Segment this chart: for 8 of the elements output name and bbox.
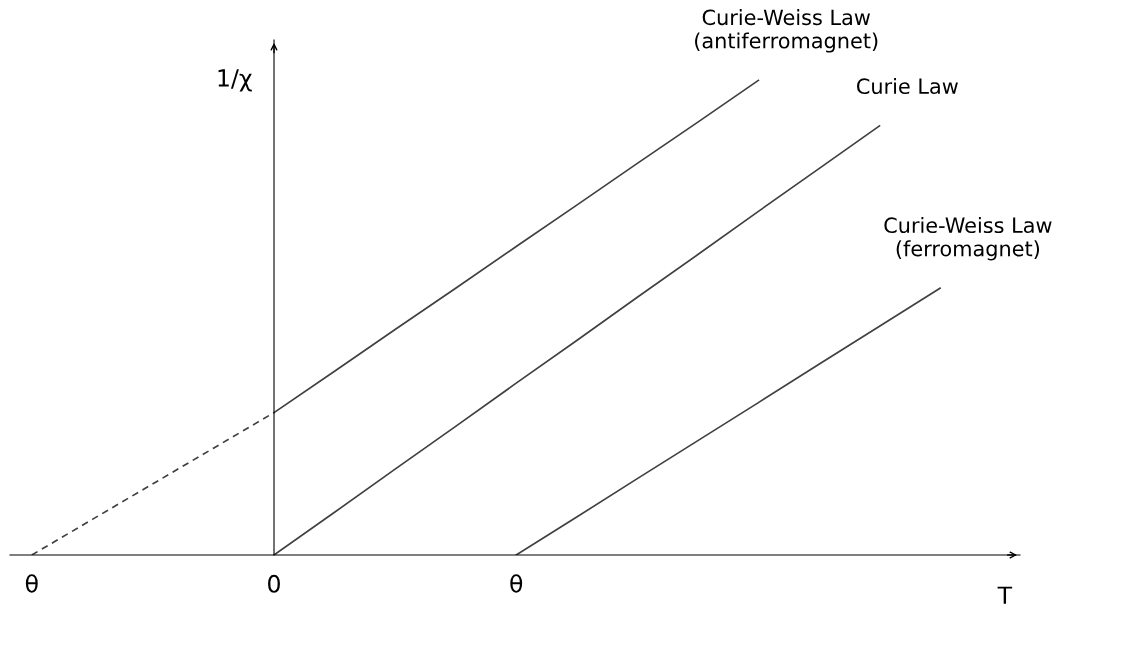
- x-tick-label: θ: [510, 574, 523, 593]
- x-axis-title: T: [997, 586, 1013, 604]
- x-tick-label: θ: [25, 574, 38, 593]
- text: Curie-Weiss Law (ferromagnet): [884, 216, 1052, 261]
- text: Curie-Weiss Law (antiferromagnet): [695, 9, 878, 53]
- series-label: Curie Law: [856, 77, 958, 95]
- y-axis-title: 1/χ: [218, 69, 252, 92]
- x-tick-label: 0: [268, 574, 280, 593]
